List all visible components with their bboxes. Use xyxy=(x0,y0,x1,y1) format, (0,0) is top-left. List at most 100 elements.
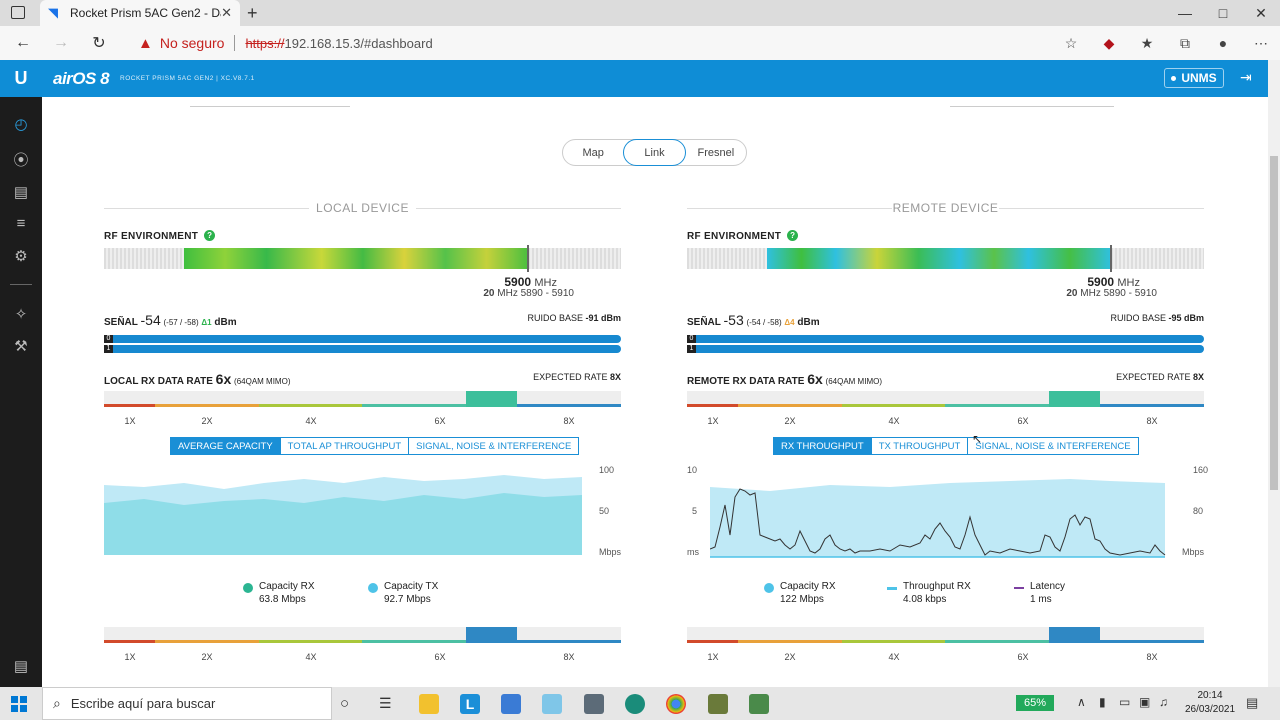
security-warning[interactable]: ▲ No seguro xyxy=(138,35,224,52)
tools-wand-icon[interactable]: ✧ xyxy=(14,306,28,323)
wireless-icon[interactable]: ⦿ xyxy=(13,152,29,169)
network-icon[interactable]: ▤ xyxy=(13,184,29,201)
app-l-icon[interactable]: L xyxy=(460,694,480,714)
mouse-cursor-icon: ↖ xyxy=(972,432,983,446)
network-icon[interactable]: ▣ xyxy=(1139,695,1151,709)
legend-dot xyxy=(764,583,774,593)
axis-tick: 80 xyxy=(1193,506,1204,516)
new-tab-button[interactable]: + xyxy=(247,3,258,23)
rx-rate-label: REMOTE RX DATA RATE 6x (64QAM MIMO) xyxy=(687,371,882,387)
panel-title: LOCAL DEVICE xyxy=(104,201,621,215)
settings-gear-icon[interactable]: ⚙ xyxy=(14,248,28,265)
legend-latency: Latency 1 ms xyxy=(1014,581,1094,609)
page-scrollbar[interactable] xyxy=(1268,60,1280,687)
mic-icon[interactable]: ▮ xyxy=(1099,695,1106,709)
clock[interactable]: 20:14 26/03/2021 xyxy=(1180,689,1240,717)
services-icon[interactable]: ≡ xyxy=(16,215,26,232)
current-rate-marker xyxy=(1049,627,1100,643)
calculator-icon[interactable] xyxy=(584,694,604,714)
log-icon[interactable]: ▤ xyxy=(13,658,29,675)
favorites-icon[interactable]: ★ xyxy=(1140,34,1154,51)
current-rate-marker xyxy=(466,627,517,643)
local-device-panel: LOCAL DEVICE RF ENVIRONMENT? 5900 MHz 20… xyxy=(104,201,621,687)
subtab-signal-noise[interactable]: SIGNAL, NOISE & INTERFERENCE xyxy=(416,440,572,452)
maximize-icon[interactable]: □ xyxy=(1218,5,1228,21)
task-view-icon[interactable]: ☰ xyxy=(379,695,392,711)
battery-indicator[interactable]: 65% xyxy=(1016,695,1054,711)
file-explorer-icon[interactable] xyxy=(419,694,439,714)
expected-rate: EXPECTED RATE 8X xyxy=(533,372,621,382)
subtab-total-ap-throughput[interactable]: TOTAL AP THROUGHPUT xyxy=(281,438,410,454)
tab-fresnel[interactable]: Fresnel xyxy=(697,146,735,159)
dashboard-main: Map Link Fresnel LOCAL DEVICE RF ENVIRON… xyxy=(42,97,1268,687)
chain-1-label: 1 xyxy=(687,345,696,353)
address-bar: ← → ↻ ▲ No seguro https://192.168.15.3/#… xyxy=(0,26,1280,60)
collections-icon[interactable]: ⧉ xyxy=(1180,34,1190,51)
app-header: U airOS 8 ROCKET PRISM 5AC GEN2 | XC.V8.… xyxy=(0,60,1280,97)
dashboard-icon[interactable]: ◴ xyxy=(14,116,28,133)
chart-baseline xyxy=(950,106,1114,107)
favorite-add-icon[interactable]: ☆ xyxy=(1064,34,1078,51)
close-tab-icon[interactable]: ✕ xyxy=(221,5,232,20)
battery-icon[interactable]: ▭ xyxy=(1119,695,1131,709)
app-icon[interactable] xyxy=(749,694,769,714)
view-tabs: Map Link Fresnel xyxy=(562,139,747,166)
url-field[interactable]: https://192.168.15.3/#dashboard xyxy=(245,36,432,51)
channel-range: 20 MHz 5890 - 5910 xyxy=(1066,288,1157,299)
browser-tab[interactable]: ◥ Rocket Prism 5AC Gen2 - Dashbo ✕ xyxy=(40,0,240,26)
search-placeholder: Escribe aquí para buscar xyxy=(70,696,216,711)
axis-unit: ms xyxy=(687,547,699,557)
mail-icon[interactable] xyxy=(501,694,521,714)
rate-1x-segment xyxy=(687,404,738,407)
rate-4x-segment xyxy=(259,404,362,407)
axis-tick: 100 xyxy=(599,465,615,475)
back-icon[interactable]: ← xyxy=(15,34,31,51)
tab-link[interactable]: Link xyxy=(623,139,686,166)
volume-icon[interactable]: ♫ xyxy=(1159,695,1168,709)
notifications-icon[interactable]: ▤ xyxy=(1246,695,1259,710)
windows-start-icon[interactable] xyxy=(11,696,27,712)
unms-button[interactable]: UNMS xyxy=(1164,68,1224,88)
app-icon[interactable] xyxy=(708,694,728,714)
logout-icon[interactable]: ⇥ xyxy=(1240,69,1252,85)
profile-avatar[interactable]: ● xyxy=(1218,35,1228,51)
rx-rate-label: LOCAL RX DATA RATE 6x (64QAM MIMO) xyxy=(104,371,291,387)
close-window-icon[interactable]: ✕ xyxy=(1255,5,1267,21)
axis-unit: Mbps xyxy=(1182,547,1205,557)
cortana-icon[interactable]: ○ xyxy=(340,695,350,712)
more-menu-icon[interactable]: ⋯ xyxy=(1254,34,1268,51)
help-icon[interactable]: ? xyxy=(787,230,799,241)
rf-spectrum-fill xyxy=(767,248,1111,269)
window-menu-icon[interactable] xyxy=(11,6,25,19)
rate-bar xyxy=(104,391,621,407)
legend-dot xyxy=(243,583,253,593)
subtab-average-capacity[interactable]: AVERAGE CAPACITY xyxy=(171,438,281,454)
legend-dot xyxy=(368,583,378,593)
channel-marker xyxy=(527,245,529,272)
help-icon[interactable]: ? xyxy=(204,230,216,241)
subtab-rx-throughput[interactable]: RX THROUGHPUT xyxy=(774,438,872,454)
legend-capacity-rx: Capacity RX 122 Mbps xyxy=(764,581,864,609)
chrome-icon[interactable] xyxy=(666,694,686,714)
subtab-signal-noise[interactable]: SIGNAL, NOISE & INTERFERENCE xyxy=(975,440,1131,452)
scrollbar-thumb[interactable] xyxy=(1270,156,1278,490)
browser-chrome: ◥ Rocket Prism 5AC Gen2 - Dashbo ✕ + — □… xyxy=(0,0,1280,60)
ubiquiti-logo-icon[interactable]: U xyxy=(0,60,42,97)
tab-map[interactable]: Map xyxy=(582,146,604,159)
legend-dot xyxy=(887,587,897,590)
subtab-tx-throughput[interactable]: TX THROUGHPUT xyxy=(872,438,969,454)
forward-icon[interactable]: → xyxy=(53,34,69,51)
current-rate-marker xyxy=(466,391,517,407)
sidebar: ◴ ⦿ ▤ ≡ ⚙ ✧ ⚒ ▤ xyxy=(0,97,42,687)
rate-8x-segment xyxy=(517,404,621,407)
minimize-icon[interactable]: — xyxy=(1178,5,1192,21)
edge-icon[interactable] xyxy=(625,694,645,714)
shield-extension-icon[interactable]: ◆ xyxy=(1103,34,1115,51)
noise-floor: RUIDO BASE -95 dBm xyxy=(1110,313,1204,323)
show-hidden-icons[interactable]: ∧ xyxy=(1077,695,1086,709)
tools-wrench-icon[interactable]: ⚒ xyxy=(14,338,28,355)
rate-6x-segment xyxy=(945,404,1100,407)
taskbar-search[interactable]: ⌕ Escribe aquí para buscar xyxy=(42,687,332,720)
app-icon[interactable] xyxy=(542,694,562,714)
reload-icon[interactable]: ↻ xyxy=(92,35,106,52)
